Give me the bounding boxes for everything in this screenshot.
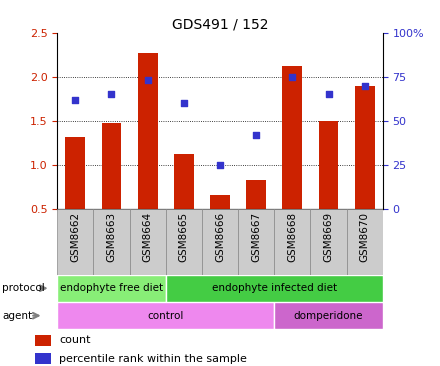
Point	[361, 83, 368, 89]
Text: domperidone: domperidone	[294, 311, 363, 321]
Bar	[138, 53, 158, 209]
Point	[325, 92, 332, 97]
Text: protocol: protocol	[2, 283, 45, 293]
Text: agent: agent	[2, 311, 32, 321]
Bar	[93, 209, 129, 274]
Text: GSM8668: GSM8668	[287, 212, 297, 262]
Text: GSM8666: GSM8666	[215, 212, 225, 262]
Bar	[355, 86, 375, 209]
Text: GSM8662: GSM8662	[70, 212, 80, 262]
Text: count: count	[59, 335, 91, 346]
Bar	[274, 209, 311, 274]
Text: GSM8667: GSM8667	[251, 212, 261, 262]
Bar	[129, 209, 166, 274]
Text: percentile rank within the sample: percentile rank within the sample	[59, 354, 247, 364]
Bar	[166, 209, 202, 274]
Text: GSM8664: GSM8664	[143, 212, 153, 262]
Point	[253, 132, 260, 138]
Text: GSM8669: GSM8669	[323, 212, 334, 262]
Bar	[57, 274, 166, 302]
Point	[216, 162, 224, 168]
Bar	[102, 123, 121, 209]
Bar	[246, 180, 266, 209]
Bar	[274, 302, 383, 329]
Text: control: control	[147, 311, 184, 321]
Bar	[35, 353, 51, 364]
Bar	[311, 209, 347, 274]
Bar	[57, 209, 93, 274]
Bar	[319, 121, 338, 209]
Title: GDS491 / 152: GDS491 / 152	[172, 18, 268, 32]
Bar	[347, 209, 383, 274]
Text: GSM8665: GSM8665	[179, 212, 189, 262]
Bar	[174, 154, 194, 209]
Text: GSM8663: GSM8663	[106, 212, 117, 262]
Point	[289, 74, 296, 80]
Point	[108, 92, 115, 97]
Bar	[66, 137, 85, 209]
Point	[72, 97, 79, 102]
Text: endophyte free diet: endophyte free diet	[60, 283, 163, 293]
Text: endophyte infected diet: endophyte infected diet	[212, 283, 337, 293]
Bar	[210, 195, 230, 209]
Bar	[238, 209, 274, 274]
Point	[144, 78, 151, 83]
Bar	[35, 335, 51, 346]
Text: GSM8670: GSM8670	[360, 212, 370, 262]
Bar	[282, 66, 302, 209]
Bar	[57, 302, 274, 329]
Bar	[202, 209, 238, 274]
Point	[180, 100, 187, 106]
Bar	[166, 274, 383, 302]
